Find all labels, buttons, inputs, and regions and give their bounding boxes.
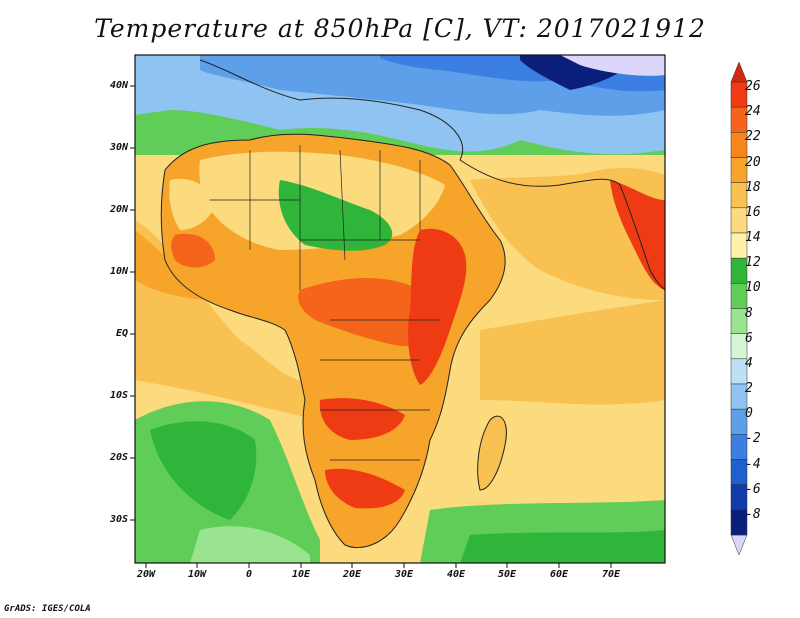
india-hot: [610, 180, 665, 290]
lon-label: 30E: [394, 569, 414, 580]
central-asia-frigid: [560, 55, 665, 76]
grads-credit: GrADS: IGES/COLA: [4, 604, 91, 614]
east-africa-hottest: [408, 228, 467, 385]
lon-label: 10W: [187, 569, 207, 580]
lat-label: EQ: [115, 328, 128, 339]
colorbar-label: 22: [745, 129, 761, 145]
colorbar-label: 10: [745, 280, 761, 296]
colorbar-label: 12: [745, 255, 761, 271]
colorbar-bottom-arrow: [730, 534, 748, 556]
madagascar: [477, 416, 507, 490]
colorbar-label: 8: [745, 305, 753, 321]
lat-label: 20N: [109, 204, 128, 215]
lat-label: 30N: [109, 142, 128, 153]
southern-africa-hot: [319, 398, 405, 440]
colorbar-label: 6: [745, 330, 753, 346]
coastlines: [160, 59, 665, 549]
south-atlantic-cooler: [150, 421, 257, 520]
lon-label: 10E: [291, 569, 311, 580]
colorbar-label: 14: [745, 230, 761, 245]
west-sahara-mild: [169, 178, 215, 230]
lat-label: 10S: [109, 390, 128, 401]
colorbar-label: -6: [745, 481, 761, 497]
colorbar-label: 26: [745, 79, 761, 94]
india-coastline: [619, 184, 665, 291]
lon-label: 20E: [342, 569, 362, 580]
lat-label: 40N: [109, 80, 128, 91]
lon-label: 40E: [446, 569, 466, 580]
colorbar-label: -8: [745, 506, 761, 522]
lon-label: 50E: [497, 569, 517, 580]
lat-label: 30S: [109, 514, 128, 525]
temperature-field: [135, 55, 665, 563]
colorbar-label: 4: [745, 355, 753, 371]
colorbar-label: 24: [745, 104, 761, 120]
lon-label: 20W: [136, 569, 156, 580]
colorbar-label: -2: [745, 431, 761, 447]
south-atlantic-coolest: [190, 526, 310, 563]
map-title: Temperature at 850hPa [C], VT: 201702191…: [94, 14, 706, 43]
colorbar-label: 20: [745, 154, 761, 170]
lon-label: 70E: [601, 569, 621, 580]
colorbar-label: 2: [745, 381, 753, 396]
lat-label: 20S: [109, 452, 128, 463]
colorbar: [730, 61, 748, 556]
lon-label: 0: [245, 569, 253, 580]
west-africa-hot: [171, 233, 215, 268]
colorbar-label: 0: [745, 406, 753, 422]
africa-coastline: [160, 133, 506, 549]
colorbar-label: 16: [745, 204, 761, 220]
indian-ocean-warm: [480, 300, 665, 405]
madagascar-coastline: [477, 415, 507, 491]
colorbar-label: -4: [745, 456, 761, 472]
south-indian-cooler: [460, 530, 665, 563]
country-borders: [210, 145, 440, 461]
arabia-coastline: [459, 159, 621, 187]
plot-frame: [134, 54, 666, 564]
europe-coastline: [199, 59, 464, 161]
kalahari-hot: [325, 468, 405, 509]
lat-label: 10N: [109, 266, 128, 277]
colorbar-label: 18: [745, 179, 761, 195]
colorbar-segment: [730, 509, 748, 536]
axis-ticks: [130, 85, 612, 568]
sahara-cool-patch: [278, 180, 393, 251]
lon-label: 60E: [549, 569, 569, 580]
